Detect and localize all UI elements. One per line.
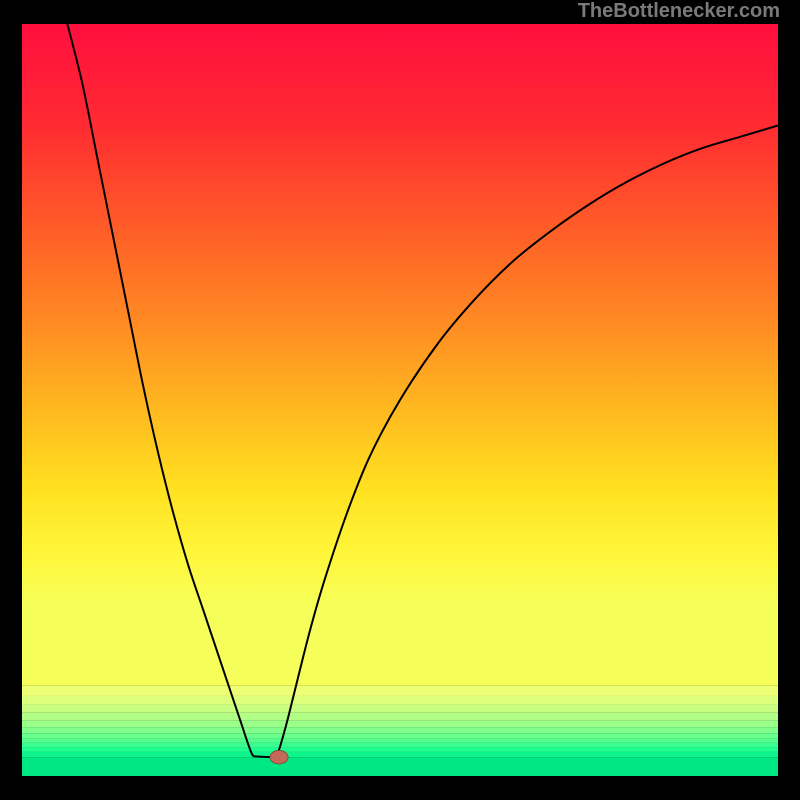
- gradient-band-7: [22, 738, 778, 743]
- gradient-band-3: [22, 713, 778, 721]
- gradient-band-2: [22, 705, 778, 713]
- gradient-band-0: [22, 686, 778, 696]
- gradient-band-8: [22, 743, 778, 748]
- gradient-band-4: [22, 720, 778, 727]
- gradient-band-11: [22, 757, 778, 776]
- gradient-band-6: [22, 733, 778, 738]
- optimum-marker: [270, 750, 288, 764]
- figure-container: TheBottlenecker.com: [0, 0, 800, 800]
- gradient-band-1: [22, 696, 778, 705]
- gradient-band-5: [22, 727, 778, 733]
- bottleneck-chart: [0, 0, 800, 800]
- gradient-background: [22, 24, 778, 686]
- gradient-band-10: [22, 752, 778, 757]
- gradient-band-9: [22, 747, 778, 752]
